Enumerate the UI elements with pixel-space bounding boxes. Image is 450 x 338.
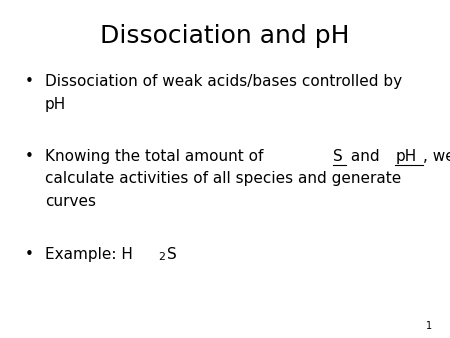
Text: •: • (25, 247, 34, 262)
Text: and: and (346, 149, 384, 164)
Text: calculate activities of all species and generate: calculate activities of all species and … (45, 171, 401, 186)
Text: Dissociation and pH: Dissociation and pH (100, 24, 350, 48)
Text: Dissociation of weak acids/bases controlled by: Dissociation of weak acids/bases control… (45, 74, 402, 89)
Text: Knowing the total amount of: Knowing the total amount of (45, 149, 268, 164)
Text: , we can: , we can (423, 149, 450, 164)
Text: Example: H: Example: H (45, 247, 133, 262)
Text: •: • (25, 74, 34, 89)
Text: 2: 2 (158, 252, 165, 262)
Text: curves: curves (45, 194, 96, 209)
Text: •: • (25, 149, 34, 164)
Text: pH: pH (395, 149, 417, 164)
Text: 1: 1 (426, 321, 432, 331)
Text: S: S (333, 149, 343, 164)
Text: pH: pH (45, 97, 66, 112)
Text: S: S (167, 247, 177, 262)
